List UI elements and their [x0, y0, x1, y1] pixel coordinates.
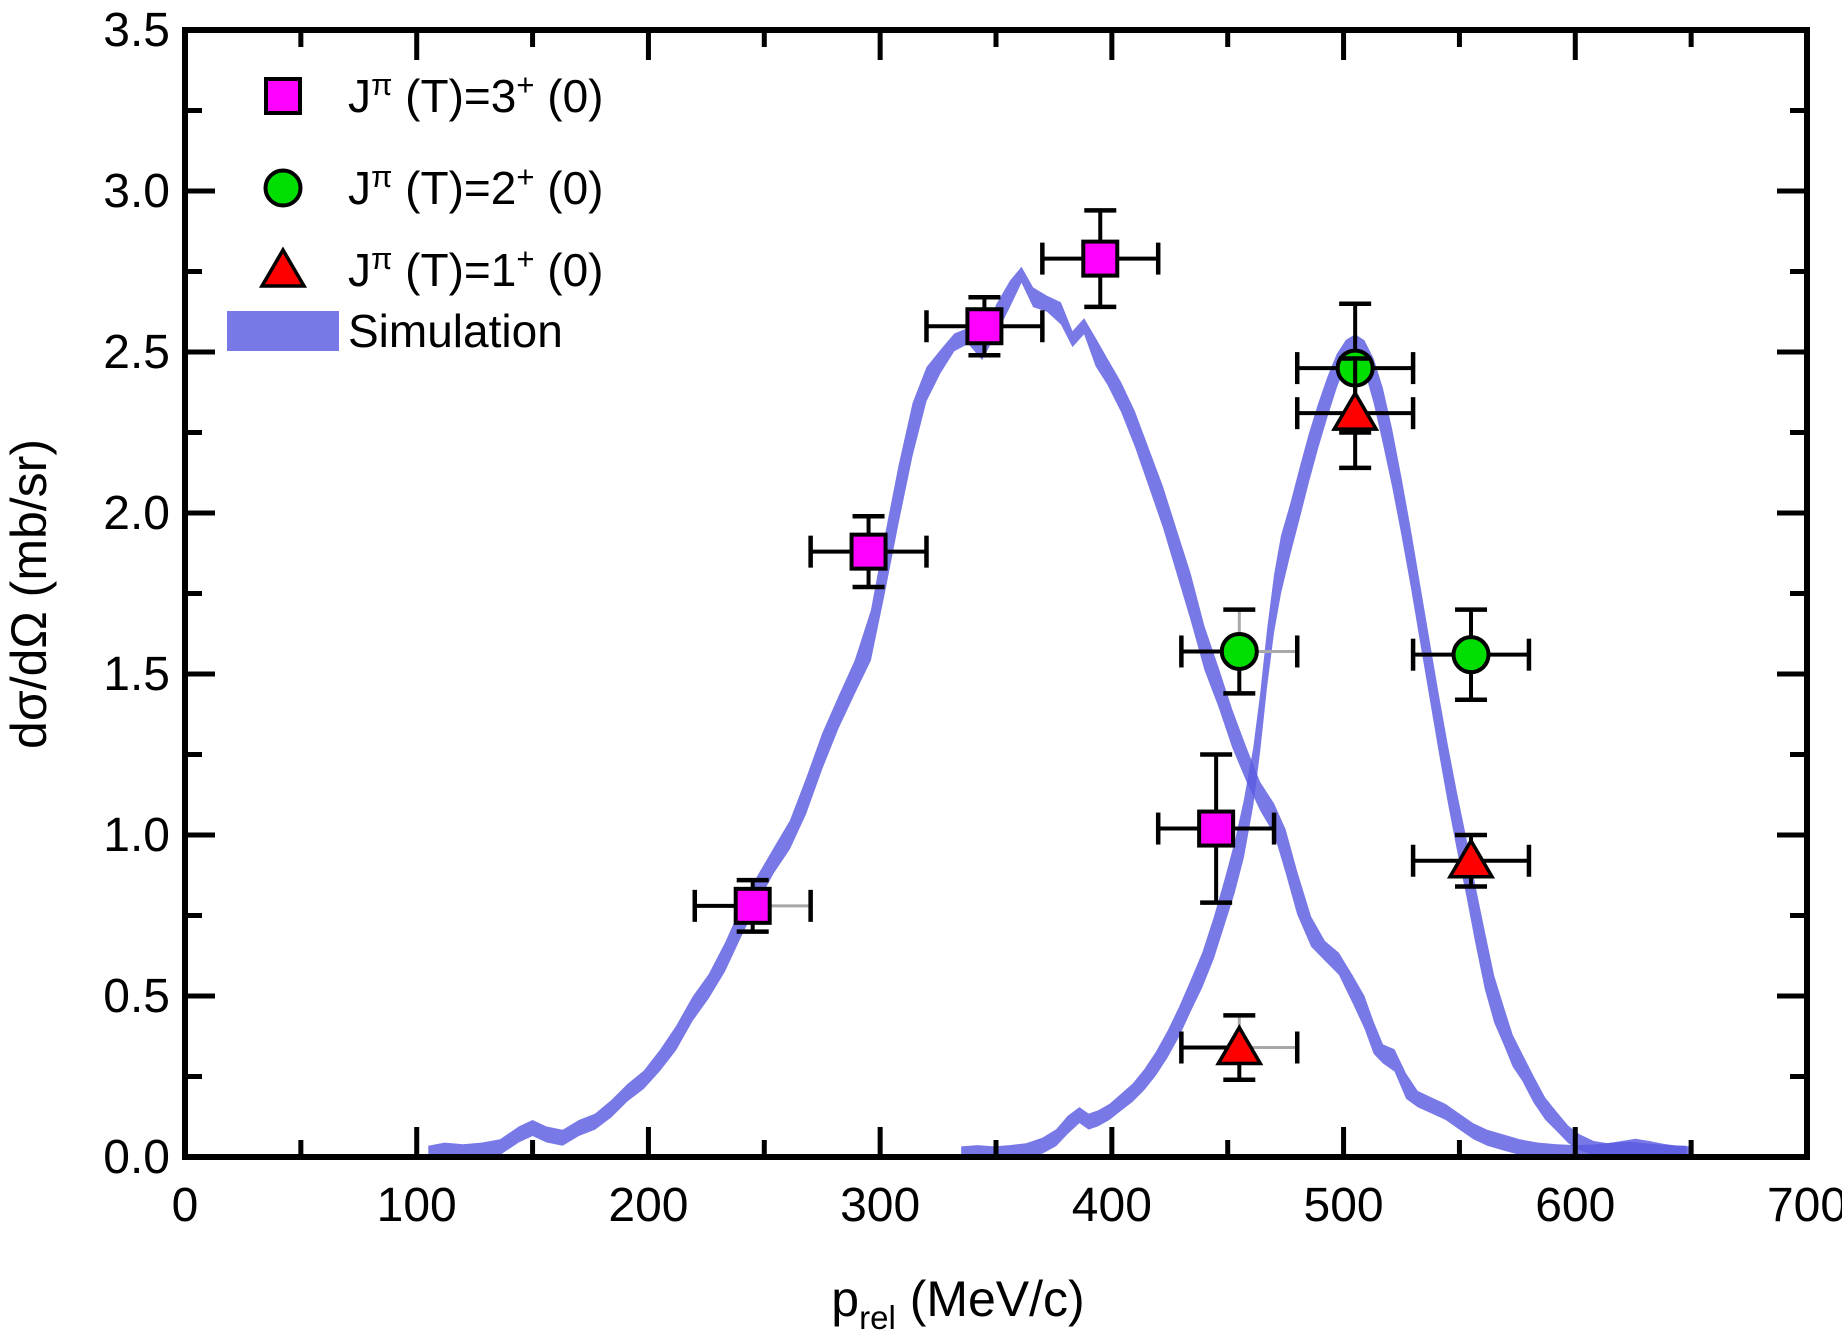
x-tick-label-600: 600	[1535, 1179, 1615, 1232]
legend-label-1: Jπ (T)=3+ (0)	[348, 67, 603, 122]
data-point-group	[1040, 208, 1161, 310]
y-tick-label-0.5: 0.5	[103, 970, 170, 1023]
data-point-group	[692, 877, 813, 934]
tick-marks	[182, 27, 1810, 1160]
y-tick-label-0.0: 0.0	[103, 1131, 170, 1184]
x-tick-label-200: 200	[608, 1179, 688, 1232]
data-point-square-1	[733, 886, 772, 925]
legend-marker-circle	[263, 168, 303, 208]
legend-label-3: Jπ (T)=1+ (0)	[348, 241, 603, 296]
legend-marker-triangle	[258, 246, 308, 288]
x-tick-label-300: 300	[840, 1179, 920, 1232]
data-point-circle-3	[1451, 635, 1491, 675]
data-point-group	[1410, 832, 1532, 889]
x-tick-label-100: 100	[377, 1179, 457, 1232]
data-point-triangle-1	[1215, 1024, 1264, 1066]
y-tick-labels: 0.0 0.5 1.0 1.5 2.0 2.5 3.0 3.5	[103, 4, 170, 1184]
y-tick-label-1.0: 1.0	[103, 809, 170, 862]
data-point-square-2	[849, 532, 888, 571]
data-point-group	[1155, 752, 1277, 905]
simulation-band-2	[961, 334, 1692, 1155]
data-point-group	[1294, 356, 1416, 471]
data-point-circle-1	[1219, 631, 1259, 671]
y-tick-label-3.0: 3.0	[103, 165, 170, 218]
x-tick-label-500: 500	[1304, 1179, 1384, 1232]
data-point-square-4	[1081, 239, 1120, 278]
data-point-triangle-2	[1331, 389, 1380, 431]
y-axis-title: dσ/dΩ (mb/sr)	[1, 439, 57, 749]
simulation-bands	[428, 266, 1692, 1155]
y-tick-label-1.5: 1.5	[103, 648, 170, 701]
y-tick-label-2.5: 2.5	[103, 326, 170, 379]
legend-simulation-swatch	[227, 311, 339, 351]
data-point-group	[924, 295, 1045, 358]
data-point-group	[1410, 607, 1532, 703]
y-tick-label-2.0: 2.0	[103, 487, 170, 540]
data-point-square-3	[965, 307, 1004, 346]
data-point-group	[1179, 1013, 1300, 1082]
legend-marker-square	[264, 77, 302, 115]
x-tick-label-0: 0	[172, 1179, 199, 1232]
x-tick-label-400: 400	[1072, 1179, 1152, 1232]
data-point-group	[808, 513, 929, 590]
legend: Jπ (T)=3+ (0) Jπ (T)=2+ (0) Jπ (T)=1+ (0) S…	[227, 67, 603, 357]
x-tick-label-700: 700	[1767, 1179, 1842, 1232]
data-point-group	[1179, 607, 1300, 696]
legend-label-simulation: Simulation	[348, 305, 563, 357]
x-axis-title: prel (MeV/c)	[831, 1271, 1084, 1336]
data-point-square-5	[1197, 809, 1236, 848]
data-point-triangle-3	[1446, 837, 1496, 879]
axes	[182, 27, 1810, 1160]
x-tick-labels: 0 100 200 300 400 500 600 700	[172, 1179, 1842, 1232]
y-tick-label-3.5: 3.5	[103, 4, 170, 57]
series-triangle	[1179, 356, 1532, 1082]
series-square	[692, 208, 1277, 934]
legend-label-2: Jπ (T)=2+ (0)	[348, 159, 603, 214]
